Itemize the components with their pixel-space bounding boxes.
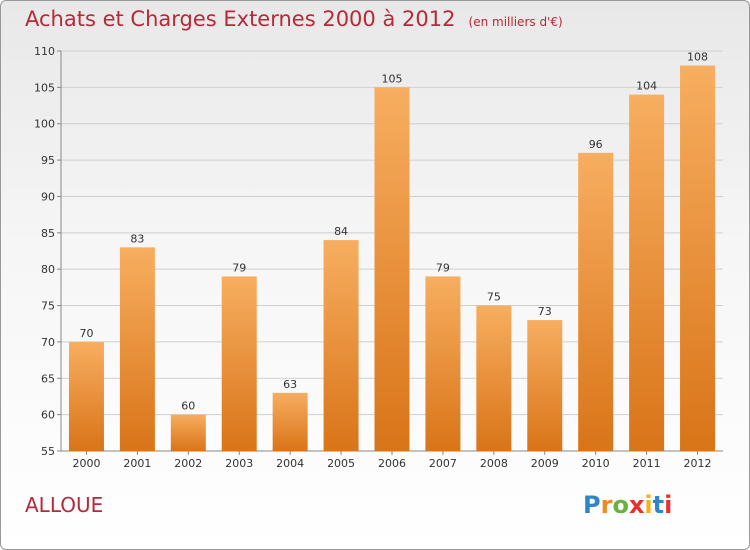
y-tick-label: 90	[41, 190, 55, 203]
logo-letter: i	[664, 491, 673, 519]
bar	[221, 276, 257, 451]
logo-letter: P	[583, 491, 601, 519]
y-tick-label: 110	[34, 45, 55, 58]
y-tick-label: 55	[41, 445, 55, 458]
y-tick-label: 75	[41, 300, 55, 313]
x-tick-label: 2012	[684, 457, 712, 470]
bar-value-label: 70	[79, 327, 93, 340]
logo-letter: i	[644, 491, 653, 519]
chart-title: Achats et Charges Externes 2000 à 2012	[25, 7, 456, 31]
bar-value-label: 75	[487, 291, 501, 304]
x-tick-label: 2002	[174, 457, 202, 470]
bar	[425, 276, 461, 451]
bar	[527, 320, 563, 451]
x-tick-label: 2008	[480, 457, 508, 470]
bar-value-label: 108	[687, 51, 708, 64]
location-label: ALLOUE	[25, 493, 104, 517]
y-tick-label: 105	[34, 81, 55, 94]
bar-value-label: 105	[382, 72, 403, 85]
y-tick-label: 80	[41, 263, 55, 276]
bar-value-label: 63	[283, 378, 297, 391]
bar	[629, 94, 665, 452]
bar	[170, 414, 206, 451]
bar-value-label: 96	[589, 138, 603, 151]
y-tick-label: 95	[41, 154, 55, 167]
bar-value-label: 79	[232, 261, 246, 274]
x-tick-label: 2009	[531, 457, 559, 470]
bar-value-label: 60	[181, 400, 195, 413]
x-tick-label: 2004	[276, 457, 304, 470]
y-tick-label: 70	[41, 336, 55, 349]
bar	[680, 65, 716, 451]
bar	[578, 152, 614, 451]
bar-value-label: 104	[636, 80, 657, 93]
bar-value-label: 84	[334, 225, 348, 238]
x-tick-label: 2003	[225, 457, 253, 470]
x-tick-label: 2006	[378, 457, 406, 470]
x-tick-label: 2005	[327, 457, 355, 470]
chart-header: Achats et Charges Externes 2000 à 2012 (…	[25, 7, 563, 31]
proxiti-logo: Proxiti	[583, 491, 672, 519]
logo-letter: t	[652, 491, 665, 519]
bar-value-label: 83	[130, 232, 144, 245]
y-tick-label: 85	[41, 227, 55, 240]
x-tick-label: 2001	[123, 457, 151, 470]
y-tick-label: 65	[41, 372, 55, 385]
bar-value-label: 73	[538, 305, 552, 318]
y-tick-label: 60	[41, 409, 55, 422]
logo-letter: x	[628, 491, 645, 519]
x-tick-label: 2007	[429, 457, 457, 470]
bar-value-label: 79	[436, 261, 450, 274]
bar	[476, 305, 512, 451]
bar	[68, 341, 104, 451]
logo-letter: o	[612, 491, 629, 519]
chart-subtitle: (en milliers d'€)	[468, 15, 563, 29]
logo-letter: r	[600, 491, 613, 519]
x-tick-label: 2010	[582, 457, 610, 470]
y-tick-label: 100	[34, 118, 55, 131]
bar	[119, 247, 155, 451]
x-tick-label: 2011	[633, 457, 661, 470]
bar	[272, 392, 308, 451]
x-tick-label: 2000	[72, 457, 100, 470]
bar	[374, 87, 410, 451]
bar	[323, 240, 359, 451]
